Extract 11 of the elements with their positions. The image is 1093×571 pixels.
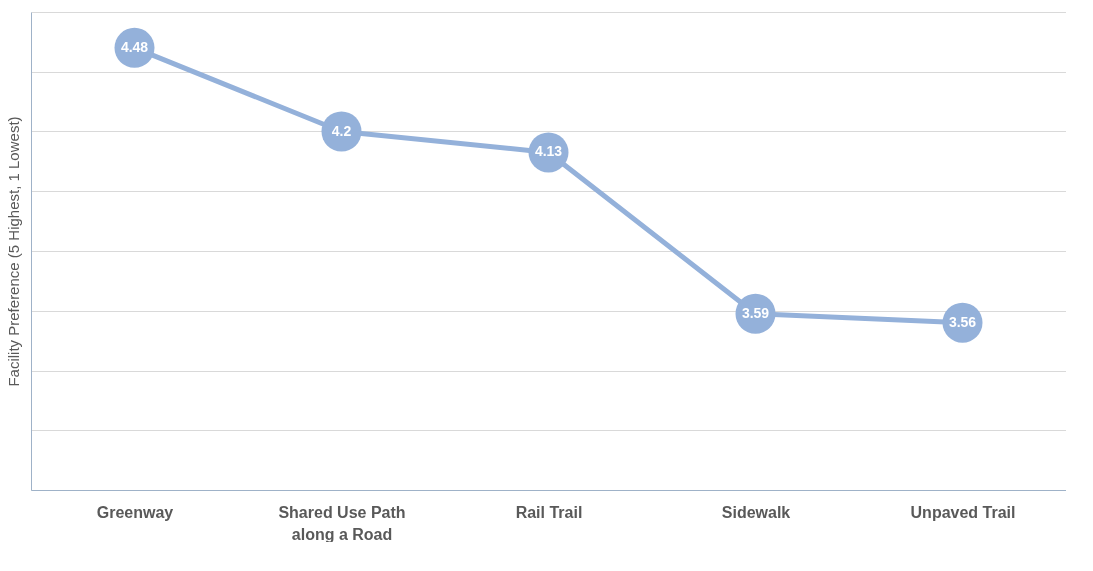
data-label: 3.56 — [948, 313, 977, 330]
x-tick-label: Unpaved Trail — [910, 503, 1016, 521]
y-axis-title: Facility Preference (5 Highest, 1 Lowest) — [4, 116, 22, 387]
data-label: 4.13 — [534, 143, 563, 160]
x-tick-label: Greenway — [96, 503, 174, 521]
x-tick-label: Shared Use Path along a Road — [278, 503, 406, 543]
x-tick-label: Rail Trail — [515, 503, 583, 521]
x-tick-label: Sidewalk — [721, 503, 791, 521]
data-label: 4.2 — [331, 122, 352, 139]
data-label: 4.48 — [120, 38, 149, 55]
data-label: 3.59 — [741, 304, 770, 321]
